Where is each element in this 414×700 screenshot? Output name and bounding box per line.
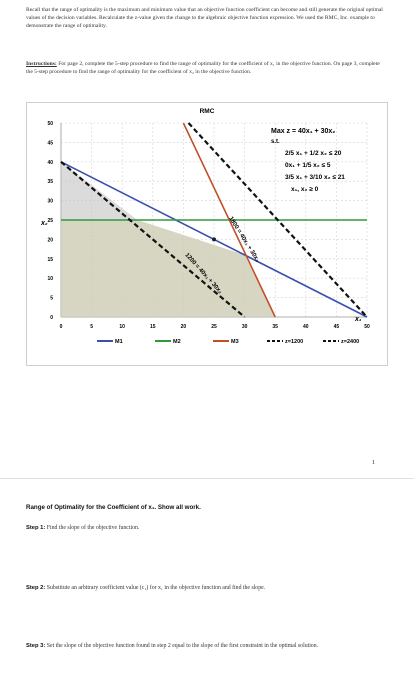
x-tick-label: 25	[211, 324, 217, 330]
x-tick-label: 0	[60, 324, 63, 330]
y-tick-label: 45	[47, 140, 53, 146]
constraint-3: 3/5 x₁ + 3/10 x₂ ≤ 21	[285, 174, 345, 181]
x-tick-label: 50	[364, 324, 370, 330]
series-line-z-1200	[60, 160, 246, 318]
y-tick-label: 20	[47, 237, 53, 243]
step-1: Step 1: Find the slope of the objective …	[26, 524, 376, 532]
instructions-text: For page 2, complete the 5-step procedur…	[26, 61, 380, 76]
y-tick-label: 0	[50, 315, 53, 321]
x-tick-label: 35	[272, 324, 278, 330]
x-tick-label: 30	[242, 324, 248, 330]
x-tick-label: 5	[90, 324, 93, 330]
axis-ticks: 0 5 10 15 20 25 30 35 40 45 50 0 5 10 15 20 25 30 35 40 45 50	[47, 121, 370, 330]
x-tick-label: 45	[334, 324, 340, 330]
constraint-1: 2/5 x₁ + 1/2 x₂ ≤ 20	[285, 150, 342, 157]
step-2: Step 2: Substitute an arbitrary coeffici…	[26, 584, 376, 592]
page2-heading: Range of Optimality for the Coefficient …	[26, 504, 201, 511]
step-3-label: Step 3:	[26, 643, 46, 649]
y-tick-label: 10	[47, 276, 53, 282]
instructions-paragraph: Instructions: For page 2, complete the 5…	[26, 60, 386, 76]
instructions-label: Instructions:	[26, 61, 57, 67]
constraint-lines	[60, 122, 368, 318]
y-tick-label: 35	[47, 179, 53, 185]
page-number: 1	[372, 460, 375, 466]
step-2-text: Substitute an arbitrary coefficient valu…	[46, 585, 266, 591]
series-line-z-2400	[187, 122, 368, 318]
x-tick-label: 40	[303, 324, 309, 330]
y-tick-label: 50	[47, 121, 53, 127]
series-line-M3	[182, 122, 276, 318]
x-tick-label: 15	[150, 324, 156, 330]
shaded-region	[61, 161, 138, 220]
constraint-2: 0x₁ + 1/5 x₂ ≤ 5	[285, 162, 331, 169]
step-1-text: Find the slope of the objective function…	[46, 525, 140, 531]
x-tick-label: 10	[119, 324, 125, 330]
x-tick-label: 20	[181, 324, 187, 330]
legend-z2400: z=2400	[341, 339, 359, 345]
y-tick-label: 25	[47, 218, 53, 224]
step-3: Step 3: Set the slope of the objective f…	[26, 642, 376, 650]
intro-paragraph: Recall that the range of optimality is t…	[26, 7, 383, 30]
constraint-4: x₁, x₂ ≥ 0	[291, 186, 319, 193]
objective-text: Max z = 40x₁ + 30x₂	[271, 128, 335, 135]
legend-m1: M1	[115, 339, 123, 345]
rmc-chart: RMC 0 5 10 15 20 25 30 35 40 45 50 0 5 10 15 20 25 30 35 40…	[26, 102, 388, 366]
chart-title: RMC	[200, 108, 215, 115]
legend-m2: M2	[173, 339, 181, 345]
st-text: s.t.	[271, 139, 280, 145]
y-tick-label: 15	[47, 257, 53, 263]
step-2-label: Step 2:	[26, 585, 46, 591]
optimal-point	[212, 237, 216, 242]
page-2: Range of Optimality for the Coefficient …	[0, 480, 414, 700]
step-3-text: Set the slope of the objective function …	[46, 643, 319, 649]
page-1: Recall that the range of optimality is t…	[0, 7, 414, 479]
chart-legend: M1 M2 M3 z=1200 z=2400	[97, 339, 359, 345]
y-tick-label: 40	[47, 160, 53, 166]
feasible-region	[61, 220, 276, 317]
legend-m3: M3	[231, 339, 239, 345]
y-axis-label: x₂	[40, 220, 48, 227]
step-1-label: Step 1:	[26, 525, 46, 531]
chart-svg: RMC 0 5 10 15 20 25 30 35 40 45 50 0 5 10 15 20 25 30 35 40…	[40, 108, 370, 345]
y-tick-label: 30	[47, 199, 53, 205]
legend-z1200: z=1200	[285, 339, 303, 345]
y-tick-label: 5	[50, 296, 53, 302]
x-axis-label: x₁	[354, 316, 362, 323]
